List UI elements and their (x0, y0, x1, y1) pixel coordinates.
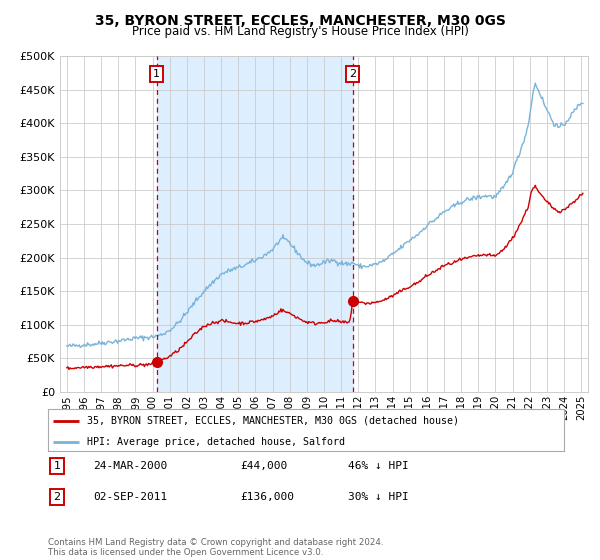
Text: £44,000: £44,000 (240, 461, 287, 471)
Text: 24-MAR-2000: 24-MAR-2000 (93, 461, 167, 471)
Text: 30% ↓ HPI: 30% ↓ HPI (348, 492, 409, 502)
Text: 1: 1 (153, 69, 160, 79)
Text: 35, BYRON STREET, ECCLES, MANCHESTER, M30 0GS (detached house): 35, BYRON STREET, ECCLES, MANCHESTER, M3… (86, 416, 459, 426)
Text: 35, BYRON STREET, ECCLES, MANCHESTER, M30 0GS: 35, BYRON STREET, ECCLES, MANCHESTER, M3… (95, 14, 505, 28)
Text: 1: 1 (53, 461, 61, 471)
Text: Price paid vs. HM Land Registry's House Price Index (HPI): Price paid vs. HM Land Registry's House … (131, 25, 469, 38)
Text: 2: 2 (349, 69, 356, 79)
Text: Contains HM Land Registry data © Crown copyright and database right 2024.
This d: Contains HM Land Registry data © Crown c… (48, 538, 383, 557)
Text: HPI: Average price, detached house, Salford: HPI: Average price, detached house, Salf… (86, 437, 344, 446)
Text: 46% ↓ HPI: 46% ↓ HPI (348, 461, 409, 471)
Text: 2: 2 (53, 492, 61, 502)
Bar (157, 56, 353, 392)
Text: £136,000: £136,000 (240, 492, 294, 502)
Text: 02-SEP-2011: 02-SEP-2011 (93, 492, 167, 502)
